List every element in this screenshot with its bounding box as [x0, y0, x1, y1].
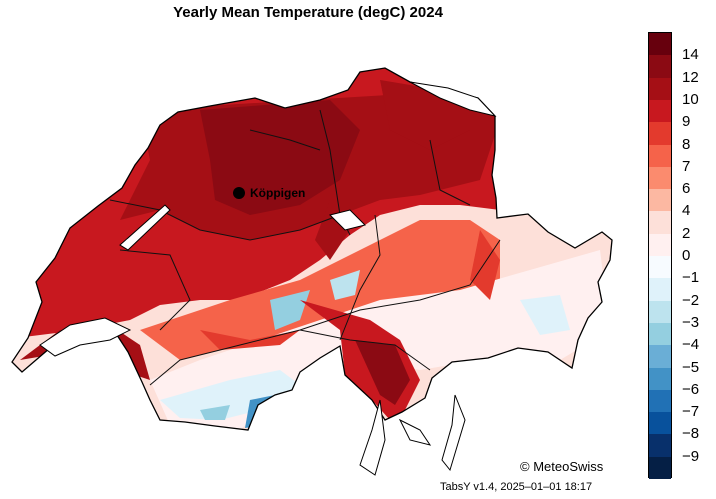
legend-swatch [649, 456, 671, 480]
canton-borders [109, 109, 501, 386]
lake-geneva [39, 317, 132, 357]
lake-constance [409, 81, 497, 117]
legend-label: 14 [682, 46, 699, 64]
legend-label: 6 [682, 180, 691, 198]
legend-swatch [649, 55, 671, 79]
legend-label: 7 [682, 157, 691, 175]
legend-label: −6 [682, 380, 700, 398]
legend-label: 12 [682, 68, 699, 86]
legend-swatch [649, 233, 671, 257]
legend-swatch [649, 278, 671, 302]
station-marker [233, 187, 245, 199]
lake-lugano [398, 418, 432, 446]
legend-label: 10 [682, 90, 699, 108]
legend-swatch [649, 367, 671, 391]
legend-swatch [649, 144, 671, 168]
legend-swatch [649, 122, 671, 145]
lake-lucerne [329, 209, 366, 231]
legend-label: −8 [682, 425, 700, 443]
lake-neuchatel [119, 204, 171, 251]
legend-swatch [649, 389, 671, 413]
legend-swatch [649, 189, 671, 212]
legend-swatch [649, 256, 671, 279]
legend-label: −9 [682, 447, 700, 465]
legend-label: 2 [682, 224, 691, 242]
legend-label: −2 [682, 291, 700, 309]
legend-swatch [649, 99, 671, 123]
lake-maggiore [359, 399, 386, 476]
legend-swatch [649, 412, 671, 435]
legend-swatch [649, 300, 671, 324]
legend-label: 9 [682, 113, 691, 131]
temperature-field [12, 68, 612, 430]
legend-label: 4 [682, 202, 691, 220]
legend-label: 0 [682, 247, 691, 264]
temperature-map: Köppigen [11, 67, 613, 476]
legend-swatch [649, 322, 671, 346]
copyright-text: © MeteoSwiss [520, 459, 604, 474]
legend-label: −1 [682, 269, 700, 287]
legend-swatch [649, 345, 671, 368]
lake-como [441, 394, 466, 472]
legend-swatch [649, 434, 671, 458]
version-text: TabsY v1.4, 2025–01–01 18:17 [440, 481, 593, 493]
station-label: Köppigen [250, 186, 305, 200]
map-title: Yearly Mean Temperature (degC) 2024 [173, 4, 443, 21]
legend-label: −4 [682, 336, 700, 354]
legend-label: −5 [682, 358, 700, 376]
legend-swatch [649, 77, 671, 101]
legend-swatch [649, 211, 671, 235]
legend-label: −3 [682, 313, 700, 331]
legend-label: 8 [682, 135, 691, 153]
legend-label: −7 [682, 403, 700, 421]
legend-swatch [649, 166, 671, 190]
legend-swatch [649, 33, 671, 56]
country-border [11, 67, 613, 431]
color-legend-bar [648, 32, 672, 480]
